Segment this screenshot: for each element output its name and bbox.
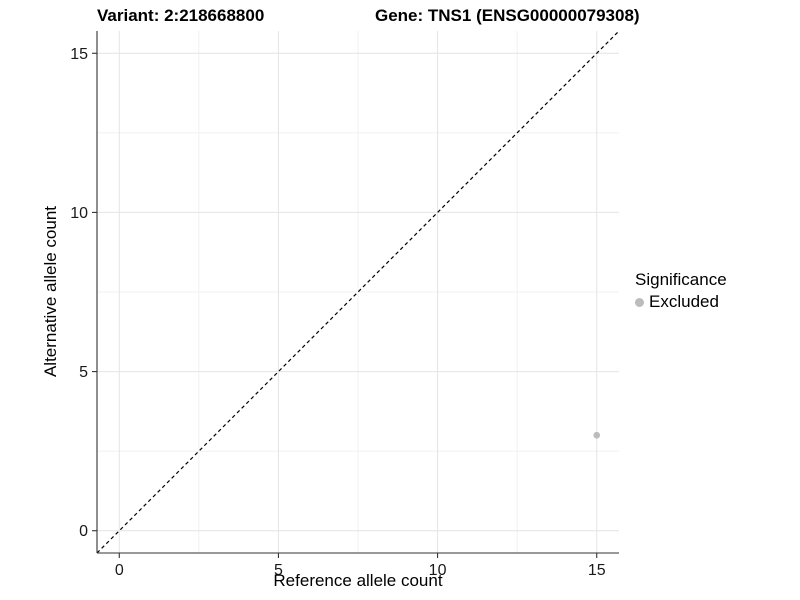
- y-tick-label: 0: [79, 523, 88, 540]
- y-tick-label: 15: [70, 46, 88, 63]
- y-tick-label: 10: [70, 205, 88, 222]
- x-tick-label: 0: [115, 562, 124, 579]
- x-tick-label: 10: [429, 562, 447, 579]
- legend-title: Significance: [635, 270, 727, 289]
- y-tick-label: 5: [79, 364, 88, 381]
- legend-item-label: Excluded: [649, 292, 719, 311]
- plot-title-gene: Gene: TNS1 (ENSG00000079308): [375, 6, 640, 25]
- legend-item-excluded: Excluded: [635, 292, 727, 312]
- x-tick-label: 15: [588, 562, 606, 579]
- x-axis-title: Reference allele count: [273, 571, 443, 590]
- data-point: [593, 431, 601, 439]
- y-axis-title: Alternative allele count: [41, 206, 60, 378]
- plot-title-variant: Variant: 2:218668800: [97, 6, 265, 25]
- excluded-point-icon: [635, 297, 644, 307]
- identity-reference-line: [96, 30, 620, 554]
- x-tick-label: 5: [274, 562, 283, 579]
- legend: Significance Excluded: [635, 270, 727, 312]
